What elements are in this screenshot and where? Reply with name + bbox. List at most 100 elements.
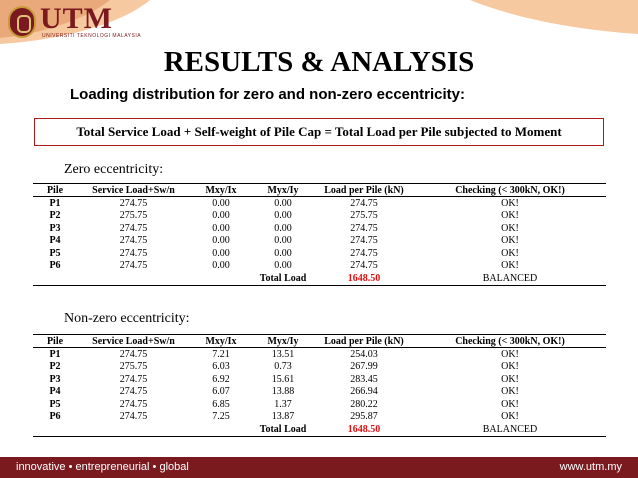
empty-cell (190, 423, 252, 437)
nonzero-table-body: P1 274.75 7.21 13.51 254.03 OK! P2 275.75 6.03 0.… (33, 348, 606, 437)
table-cell: 6.03 (212, 361, 230, 373)
total-row: Total Load 1648.50 BALANCED (33, 272, 606, 286)
utm-logo[interactable]: UTM UNIVERSITI TEKNOLOGI MALAYSIA (8, 2, 208, 42)
table-cell: 13.88 (271, 386, 295, 398)
table-cell: 0.00 (212, 260, 230, 272)
footer-tagline: innovative • entrepreneurial • global (16, 461, 189, 473)
table-cell: 13.87 (271, 411, 295, 423)
col-header: Pile (33, 183, 77, 197)
table-cell: 6.85 (212, 398, 230, 410)
table-row: P2 275.75 0.00 0.00 275.75 OK! (33, 210, 606, 223)
table-cell: OK! (501, 411, 519, 423)
table-cell: P1 (49, 197, 61, 209)
table-cell: P6 (49, 411, 61, 423)
table-cell: OK! (501, 348, 519, 360)
empty-cell (77, 423, 190, 437)
col-header: Myx/Iy (252, 334, 314, 348)
empty-cell (33, 272, 77, 286)
balance-status: BALANCED (414, 272, 606, 286)
table-cell: 0.73 (274, 361, 292, 373)
total-value: 1648.50 (314, 272, 414, 286)
col-header: Myx/Iy (252, 183, 314, 197)
col-header: Service Load+Sw/n (77, 334, 190, 348)
table-cell: 283.45 (350, 373, 378, 385)
table-cell: 1.37 (274, 398, 292, 410)
utm-crest-icon (8, 6, 36, 38)
slide-subtitle: Loading distribution for zero and non-ze… (70, 86, 466, 103)
table-cell: 274.75 (119, 348, 148, 360)
table-cell: 274.75 (119, 373, 148, 385)
table-cell: 274.75 (119, 235, 148, 247)
table-cell: OK! (501, 386, 519, 398)
table-cell: 0.00 (212, 210, 230, 222)
col-header: Load per Pile (kN) (314, 183, 414, 197)
table-cell: OK! (501, 197, 519, 209)
table-cell: 0.00 (212, 197, 230, 209)
table-cell: 274.75 (119, 197, 148, 209)
table-cell: 13.51 (271, 348, 295, 360)
col-header: Mxy/Ix (190, 334, 252, 348)
table-cell: 0.00 (212, 222, 230, 234)
table-cell: 266.94 (350, 386, 378, 398)
table-cell: P2 (49, 210, 61, 222)
table-cell: 274.75 (119, 386, 148, 398)
zero-table-body: P1 274.75 0.00 0.00 274.75 OK! P2 275.75 0.00 0.0… (33, 197, 606, 286)
total-row: Total Load 1648.50 BALANCED (33, 423, 606, 437)
table-cell: 274.75 (350, 235, 378, 247)
table-cell: 275.75 (119, 210, 148, 222)
table-cell: OK! (501, 361, 519, 373)
table-row: P4 274.75 6.07 13.88 266.94 OK! (33, 386, 606, 399)
table-row: P3 274.75 6.92 15.61 283.45 OK! (33, 373, 606, 386)
total-label: Total Load (252, 423, 314, 437)
zero-eccentricity-label: Zero eccentricity: (64, 162, 164, 177)
table-cell: 280.22 (350, 398, 378, 410)
table-cell: 7.21 (212, 348, 230, 360)
zero-eccentricity-table: Pile Service Load+Sw/n Mxy/Ix Myx/Iy Loa… (33, 183, 606, 286)
table-cell: 274.75 (350, 222, 378, 234)
table-cell: P6 (49, 260, 61, 272)
table-cell: OK! (501, 260, 519, 272)
table-cell: 274.75 (119, 398, 148, 410)
table-cell: OK! (501, 235, 519, 247)
table-cell: P2 (49, 361, 61, 373)
table-cell: OK! (501, 222, 519, 234)
table-cell: 0.00 (274, 247, 292, 259)
table-cell: P4 (49, 386, 61, 398)
table-row: P6 274.75 0.00 0.00 274.75 OK! (33, 260, 606, 273)
col-header: Load per Pile (kN) (314, 334, 414, 348)
footer-bar: innovative • entrepreneurial • global ww… (0, 457, 638, 478)
nonzero-eccentricity-label: Non-zero eccentricity: (64, 311, 190, 326)
table-cell: 0.00 (274, 222, 292, 234)
footer-url-link[interactable]: www.utm.my (559, 461, 622, 473)
table-cell: OK! (501, 373, 519, 385)
table-cell: 274.75 (350, 260, 378, 272)
table-cell: P3 (49, 222, 61, 234)
col-header: Checking (< 300kN, OK!) (414, 334, 606, 348)
balance-status: BALANCED (414, 423, 606, 437)
table-cell: 254.03 (350, 348, 378, 360)
col-header: Pile (33, 334, 77, 348)
table-cell: OK! (501, 210, 519, 222)
total-value: 1648.50 (314, 423, 414, 437)
table-cell: P3 (49, 373, 61, 385)
table-row: P3 274.75 0.00 0.00 274.75 OK! (33, 222, 606, 235)
empty-cell (33, 423, 77, 437)
table-cell: P5 (49, 398, 61, 410)
table-cell: 275.75 (119, 361, 148, 373)
slide-title: RESULTS & ANALYSIS (163, 46, 475, 78)
table-row: P2 275.75 6.03 0.73 267.99 OK! (33, 361, 606, 374)
total-label: Total Load (252, 272, 314, 286)
table-row: P4 274.75 0.00 0.00 274.75 OK! (33, 235, 606, 248)
table-cell: 267.99 (350, 361, 378, 373)
table-cell: OK! (501, 247, 519, 259)
col-header: Checking (< 300kN, OK!) (414, 183, 606, 197)
table-cell: 0.00 (212, 235, 230, 247)
empty-cell (190, 272, 252, 286)
table-cell: 274.75 (119, 411, 148, 423)
table-cell: 274.75 (350, 197, 378, 209)
table-row: P1 274.75 7.21 13.51 254.03 OK! (33, 348, 606, 361)
formula-box: Total Service Load + Self-weight of Pile… (34, 118, 604, 146)
table-cell: 274.75 (119, 260, 148, 272)
table-cell: 274.75 (119, 222, 148, 234)
table-cell: 275.75 (350, 210, 378, 222)
